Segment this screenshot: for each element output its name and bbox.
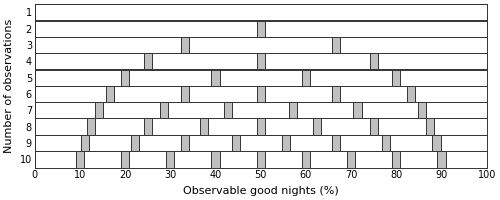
Bar bbox=[144, 118, 152, 135]
Bar bbox=[121, 70, 129, 86]
Bar bbox=[370, 53, 378, 70]
Bar bbox=[438, 151, 446, 167]
Bar bbox=[212, 70, 220, 86]
Bar bbox=[200, 118, 208, 135]
Bar bbox=[81, 135, 89, 151]
Bar bbox=[282, 135, 290, 151]
Bar bbox=[426, 118, 434, 135]
Bar bbox=[256, 21, 265, 37]
Bar bbox=[131, 135, 139, 151]
Bar bbox=[35, 4, 486, 21]
Bar bbox=[166, 151, 174, 167]
Bar bbox=[35, 102, 486, 118]
Bar bbox=[332, 37, 340, 53]
Bar bbox=[332, 86, 340, 102]
Bar bbox=[232, 135, 239, 151]
Bar bbox=[224, 102, 232, 118]
Bar bbox=[212, 151, 220, 167]
Bar bbox=[106, 86, 114, 102]
Bar bbox=[35, 118, 486, 135]
Bar bbox=[347, 151, 355, 167]
Bar bbox=[392, 70, 400, 86]
Bar bbox=[35, 151, 486, 167]
Bar bbox=[182, 86, 190, 102]
Bar bbox=[302, 70, 310, 86]
Bar bbox=[182, 135, 190, 151]
Bar bbox=[382, 135, 390, 151]
Bar bbox=[160, 102, 168, 118]
Bar bbox=[332, 135, 340, 151]
Bar bbox=[35, 21, 486, 37]
Bar bbox=[182, 37, 190, 53]
Bar bbox=[289, 102, 297, 118]
Bar bbox=[35, 37, 486, 53]
Bar bbox=[418, 102, 426, 118]
Bar bbox=[35, 53, 486, 70]
Bar bbox=[313, 118, 322, 135]
Bar bbox=[35, 70, 486, 86]
Bar bbox=[256, 151, 265, 167]
Bar bbox=[302, 151, 310, 167]
Bar bbox=[76, 151, 84, 167]
Bar bbox=[256, 118, 265, 135]
Bar bbox=[121, 151, 129, 167]
Y-axis label: Number of observations: Number of observations bbox=[4, 19, 14, 153]
Bar bbox=[35, 86, 486, 102]
Bar bbox=[408, 86, 416, 102]
Bar bbox=[144, 53, 152, 70]
Bar bbox=[354, 102, 362, 118]
Bar bbox=[256, 86, 265, 102]
Bar bbox=[370, 118, 378, 135]
Bar bbox=[432, 135, 440, 151]
Bar bbox=[95, 102, 104, 118]
X-axis label: Observable good nights (%): Observable good nights (%) bbox=[183, 186, 338, 196]
Bar bbox=[35, 135, 486, 151]
Bar bbox=[256, 53, 265, 70]
Bar bbox=[87, 118, 96, 135]
Bar bbox=[392, 151, 400, 167]
